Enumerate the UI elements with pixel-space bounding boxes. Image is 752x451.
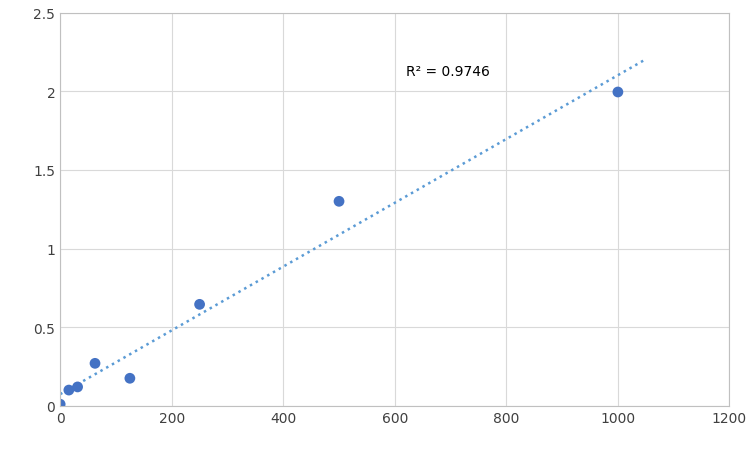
- Text: R² = 0.9746: R² = 0.9746: [406, 64, 490, 78]
- Point: [89, 360, 101, 367]
- Point: [63, 387, 75, 394]
- Point: [54, 401, 66, 408]
- Point: [193, 301, 205, 308]
- Point: [333, 198, 345, 206]
- Point: [124, 375, 136, 382]
- Point: [612, 89, 624, 97]
- Point: [71, 383, 83, 391]
